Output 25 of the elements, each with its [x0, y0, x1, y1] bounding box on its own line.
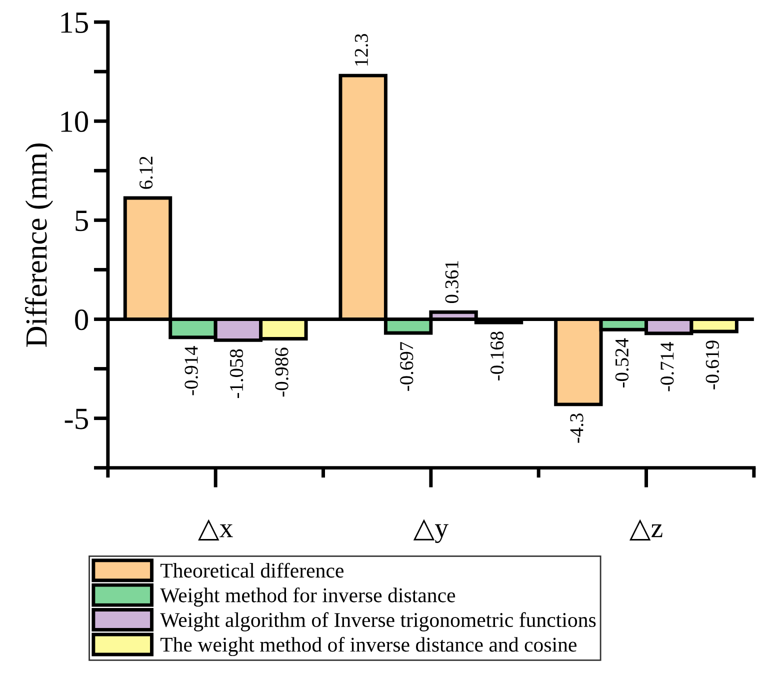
data-label: -0.619 — [706, 340, 720, 390]
y-axis-title: Difference (mm) — [25, 143, 54, 347]
y-tick-label: 0 — [75, 310, 88, 330]
x-tick-label: △y — [413, 519, 448, 544]
x-tick-label: △x — [198, 519, 233, 541]
data-label: -1.058 — [230, 349, 244, 398]
y-tick-label: 5 — [76, 210, 88, 232]
data-label: 0.361 — [445, 261, 458, 304]
legend-label: Weight algorithm of Inverse trigonometric functions — [160, 612, 596, 632]
y-tick-label: 15 — [61, 12, 88, 33]
data-label: -0.168 — [490, 332, 504, 380]
legend-label: The weight method of inverse distance and cosine — [160, 636, 576, 656]
data-label: -0.524 — [615, 338, 629, 388]
legend-label: Weight method for inverse distance — [160, 587, 456, 607]
data-label: -0.914 — [184, 346, 198, 396]
data-label: -4.3 — [570, 414, 584, 443]
y-tick-label: -5 — [64, 408, 88, 430]
data-label: 6.12 — [140, 156, 153, 189]
y-tick-label: 10 — [61, 111, 88, 132]
data-label: -0.697 — [400, 342, 414, 391]
x-tick-label: △z — [629, 519, 662, 541]
legend-label: Theoretical difference — [160, 562, 344, 578]
data-label: -0.986 — [275, 348, 288, 397]
data-label: -0.714 — [660, 342, 674, 392]
data-label: 12.3 — [354, 34, 368, 66]
